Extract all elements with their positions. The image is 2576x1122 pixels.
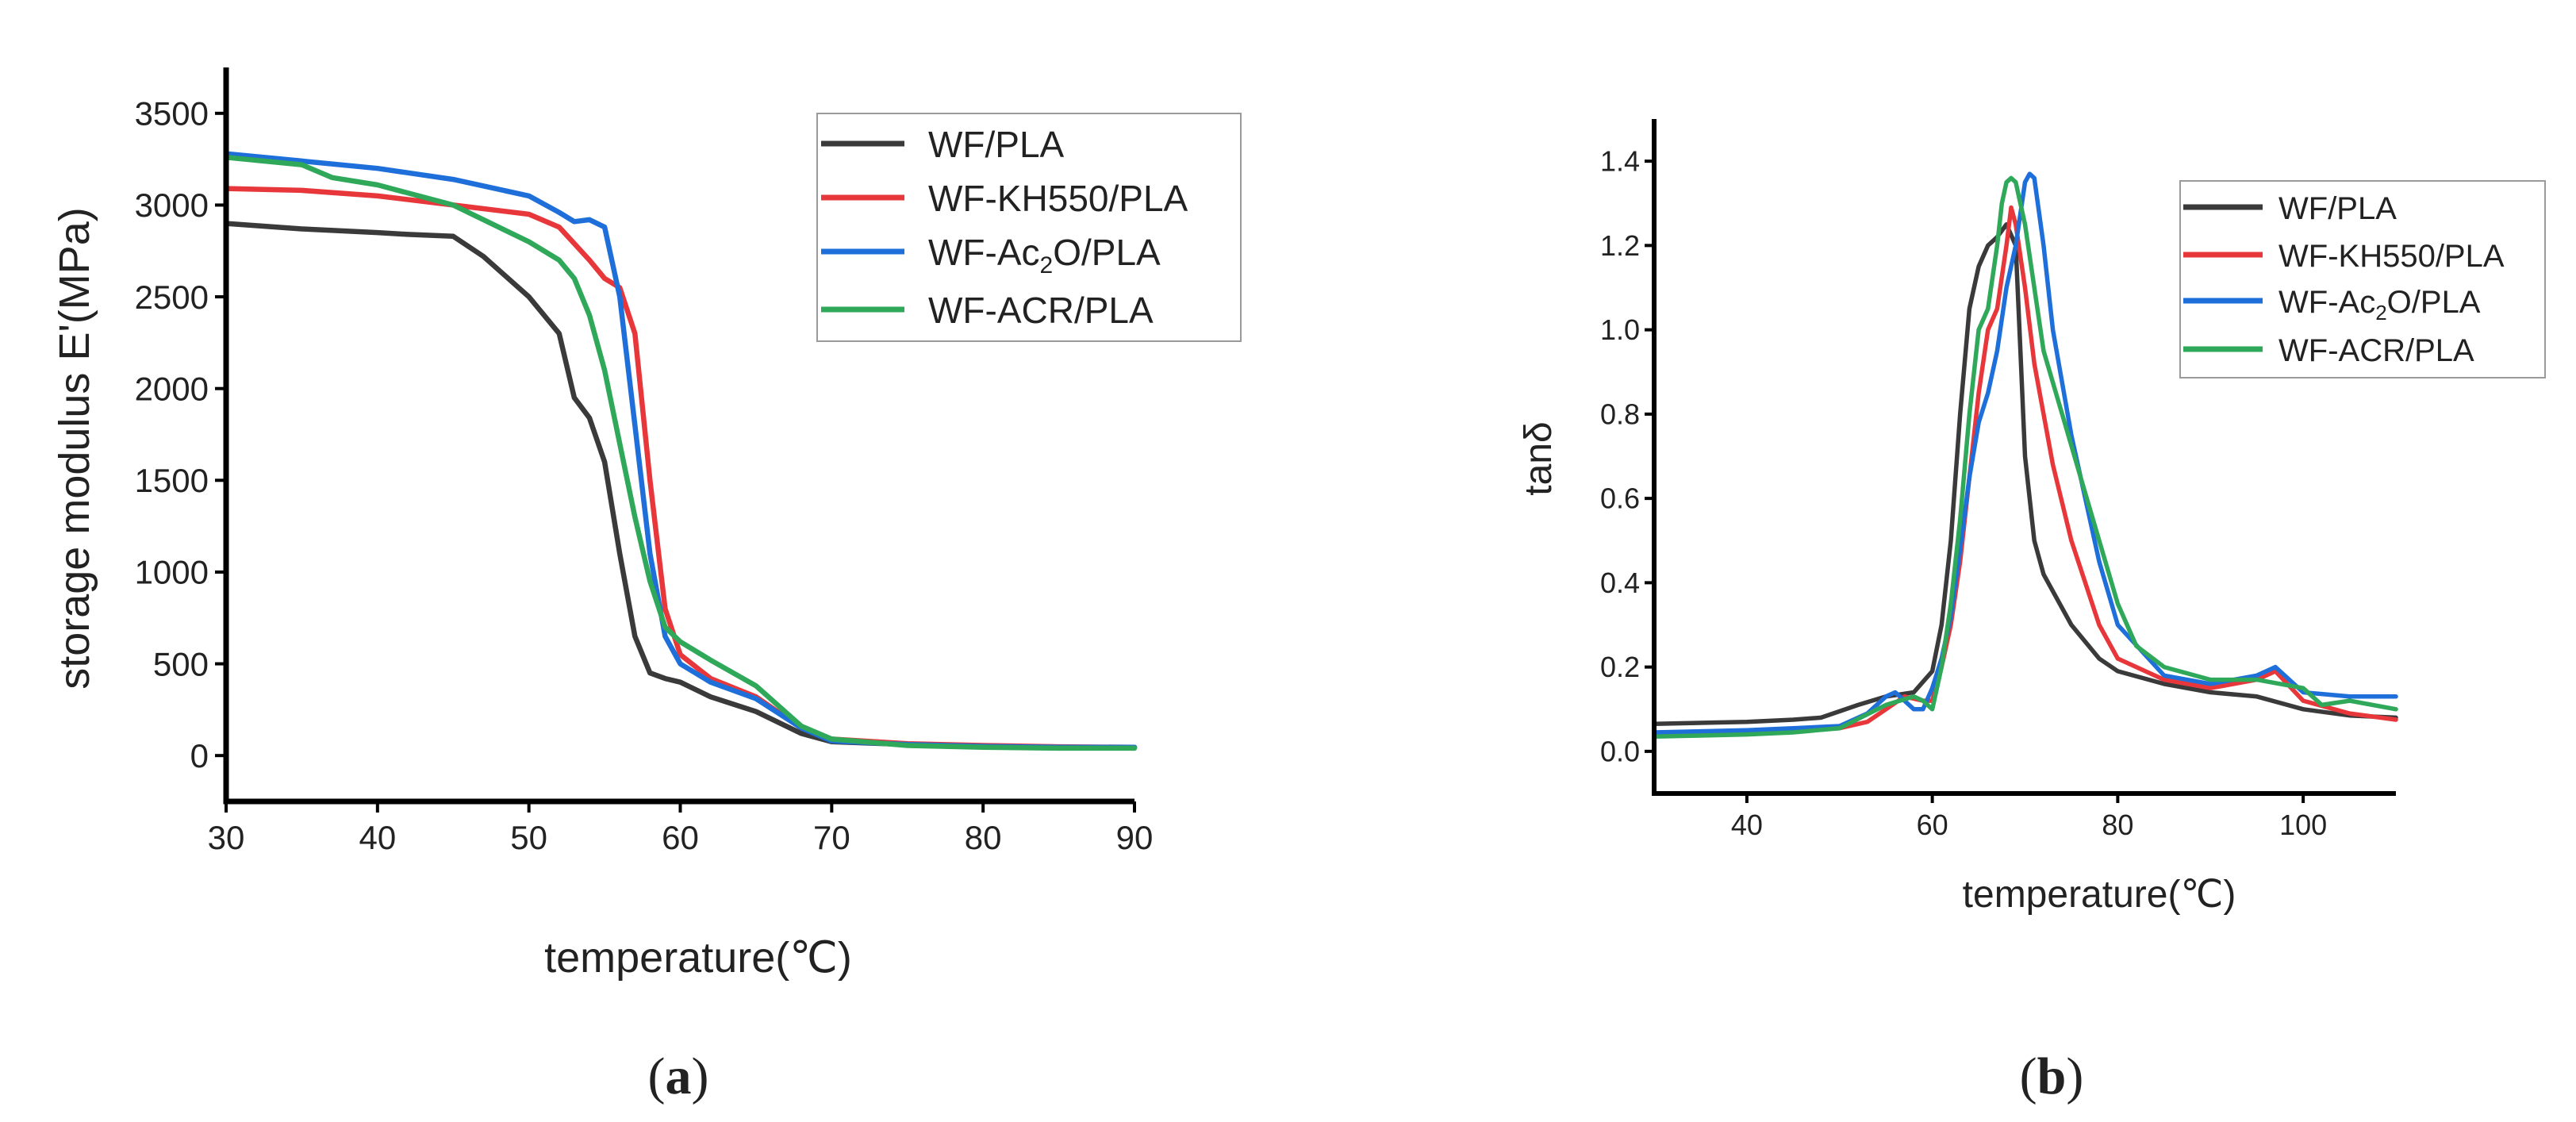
panel-b-x-axis-label: temperature(℃)	[1963, 874, 2236, 916]
panel-a-series-group	[223, 151, 1138, 751]
panel-a-legend-entry-wf-pla: WF/PLA	[821, 124, 1065, 165]
panel-b-legend-entry-wf-kh550-pla: WF-KH550/PLA	[2183, 239, 2505, 274]
panel-a-y-tick-label: 0	[190, 737, 209, 774]
panel-a-y-tick-label: 1500	[135, 462, 209, 499]
legend-label-subscript: 2	[1040, 252, 1054, 279]
panel-b: 40 60 80 100 0.0 0.2 0.4 0.6 0.8 1.0 1.2 1.4 temper…	[1518, 119, 2546, 1105]
legend-label-suffix: O/PLA	[2387, 285, 2481, 320]
panel-b-y-axis-label: tanδ	[1518, 421, 1560, 495]
panel-a-legend-label-wf-kh550-pla: WF-KH550/PLA	[928, 178, 1188, 219]
panel-b-y-tick-label: 0.6	[1600, 482, 1640, 515]
panel-a-legend-box	[816, 113, 1242, 342]
panel-b-legend-entry-wf-pla: WF/PLA	[2183, 191, 2397, 226]
panel-b-label: (b)	[2020, 1047, 2084, 1105]
panel-b-letter: b	[2037, 1047, 2067, 1105]
panel-b-legend: WF/PLA WF-KH550/PLA WF-Ac2O/PLA WF-ACR/P…	[2179, 180, 2546, 378]
panel-a-x-tick-label: 40	[359, 819, 396, 856]
panel-b-y-tick-label: 1.4	[1600, 145, 1640, 178]
panel-a-x-tick-label: 80	[965, 819, 1002, 856]
panel-b-y-tick-label: 0.2	[1600, 651, 1640, 683]
panel-b-y-tick-label: 0.0	[1600, 735, 1640, 767]
panel-b-x-tick-label: 100	[2279, 809, 2327, 841]
panel-a-y-axis-label: storage modulus E'(MPa)	[51, 207, 98, 690]
panel-b-y-tick-label: 1.2	[1600, 229, 1640, 262]
panel-b-y-tick-label: 0.4	[1600, 567, 1640, 599]
panel-b-y-tick-label: 0.8	[1600, 398, 1640, 430]
panel-b-series-group	[1652, 171, 2398, 740]
panel-a-x-axis-label: temperature(℃)	[544, 934, 852, 982]
panel-a-series-wf-acr-pla	[223, 155, 1138, 751]
panel-b-x-tick-label: 40	[1731, 809, 1763, 841]
panel-b-legend-entry-wf-ac2o-pla: WF-Ac2O/PLA	[2183, 285, 2481, 325]
panel-a-x-tick-label: 30	[208, 819, 245, 856]
panel-a-x-tick-label: 60	[662, 819, 699, 856]
panel-b-x-tick-label: 60	[1917, 809, 1948, 841]
legend-label-subscript: 2	[2375, 301, 2386, 325]
panel-a: 30 40 50 60 70 80 90 0 500 1000 1500 2000 2500 3000 35…	[51, 67, 1242, 1105]
panel-b-legend-label-wf-pla: WF/PLA	[2278, 191, 2397, 226]
panel-a-y-tick-label: 1000	[135, 554, 209, 591]
panel-a-legend-entry-wf-ac2o-pla: WF-Ac2O/PLA	[821, 232, 1161, 279]
panel-a-legend-label-wf-acr-pla: WF-ACR/PLA	[928, 290, 1154, 331]
panel-a-legend-entry-wf-acr-pla: WF-ACR/PLA	[821, 290, 1154, 331]
legend-label-prefix: WF-Ac	[928, 232, 1040, 273]
panel-b-legend-entry-wf-acr-pla: WF-ACR/PLA	[2183, 333, 2474, 368]
panel-b-axes: 40 60 80 100 0.0 0.2 0.4 0.6 0.8 1.0 1.2 1.4	[1600, 119, 2396, 841]
panel-a-legend: WF/PLA WF-KH550/PLA WF-Ac2O/PLA WF-ACR/P…	[816, 113, 1242, 342]
panel-a-legend-label-wf-pla: WF/PLA	[928, 124, 1065, 165]
panel-a-legend-entry-wf-kh550-pla: WF-KH550/PLA	[821, 178, 1188, 219]
panel-a-y-tick-label: 3500	[135, 95, 209, 133]
panel-a-label: (a)	[648, 1047, 709, 1105]
panel-a-letter: a	[666, 1047, 692, 1105]
panel-b-legend-label-wf-kh550-pla: WF-KH550/PLA	[2278, 239, 2505, 274]
panel-b-legend-label-wf-acr-pla: WF-ACR/PLA	[2278, 333, 2474, 368]
panel-b-series-wf-ac2o-pla	[1652, 171, 2398, 735]
panel-a-x-tick-label: 70	[813, 819, 850, 856]
legend-label-suffix: O/PLA	[1053, 232, 1161, 273]
panel-a-y-tick-label: 3000	[135, 186, 209, 224]
panel-a-y-tick-label: 2000	[135, 370, 209, 407]
panel-a-legend-label-wf-ac2o-pla: WF-Ac2O/PLA	[928, 232, 1161, 279]
panel-a-axes: 30 40 50 60 70 80 90 0 500 1000 1500 2000 2500 3000 35…	[135, 67, 1154, 856]
panel-b-series-wf-acr-pla	[1652, 175, 2398, 740]
panel-b-y-tick-label: 1.0	[1600, 313, 1640, 346]
panel-b-legend-label-wf-ac2o-pla: WF-Ac2O/PLA	[2278, 285, 2481, 325]
panel-a-x-tick-label: 50	[510, 819, 547, 856]
panel-a-y-tick-label: 500	[153, 645, 209, 682]
legend-label-prefix: WF-Ac	[2278, 285, 2375, 320]
panel-b-x-tick-label: 80	[2102, 809, 2133, 841]
panel-b-legend-box	[2179, 180, 2546, 378]
panel-a-x-tick-label: 90	[1116, 819, 1154, 856]
panel-a-y-tick-label: 2500	[135, 279, 209, 316]
